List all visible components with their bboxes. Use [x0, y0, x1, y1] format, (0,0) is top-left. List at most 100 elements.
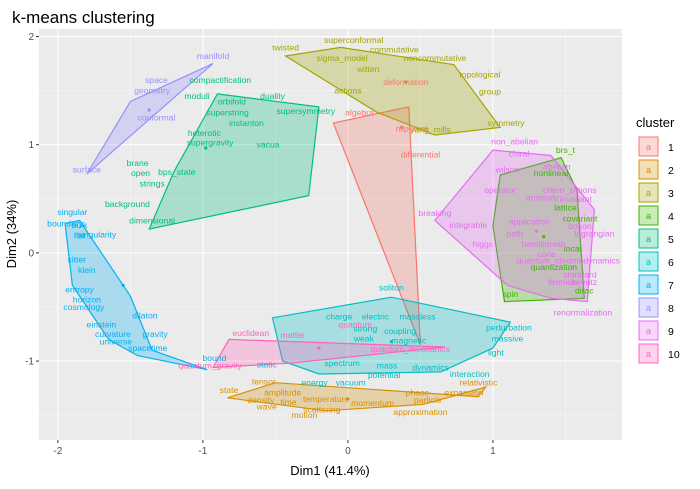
y-tick-label: 0	[28, 248, 34, 259]
point-label: singular	[57, 207, 87, 217]
point-label: orbifold	[218, 96, 246, 106]
point-label: non_abelian	[491, 136, 538, 146]
point-label: wilson	[494, 165, 519, 175]
legend-key-glyph: a	[646, 142, 651, 152]
point-label: singularity	[78, 230, 117, 240]
point-label: lattice	[554, 202, 577, 212]
point-label: einstein	[87, 319, 117, 329]
point-label: amplitude	[264, 387, 301, 397]
point-label: standard	[563, 270, 597, 280]
cluster-center-9	[534, 229, 539, 233]
point-label: superconformal	[324, 35, 383, 45]
point-label: potential	[368, 370, 401, 380]
cluster-centers	[121, 80, 546, 401]
legend-key-glyph: a	[646, 303, 651, 313]
point-label: light	[488, 347, 504, 357]
point-label: path	[506, 228, 523, 238]
point-label: universe	[100, 337, 133, 347]
legend-label: 6	[668, 257, 674, 269]
point-label: cosmology	[63, 302, 105, 312]
y-axis-title: Dim2 (34%)	[4, 200, 19, 269]
grid-minor	[39, 29, 622, 440]
legend-key-10	[638, 343, 659, 364]
point-label: spectrum	[324, 358, 359, 368]
point-label: heterotic	[188, 128, 222, 138]
point-label: nilpotent	[395, 124, 428, 134]
point-label: supergravity	[187, 138, 235, 148]
y-tick-label: 2	[28, 32, 34, 43]
point-label: static	[257, 359, 278, 369]
legend-label: 7	[668, 280, 674, 292]
legend-key-glyph: a	[646, 349, 651, 359]
cluster-center-5	[204, 146, 208, 150]
point-label: abelian	[543, 161, 571, 171]
point-label: twisted	[272, 42, 299, 52]
cluster-center-10	[317, 346, 321, 350]
point-label: superstring	[206, 107, 249, 117]
point-label: strings	[139, 179, 164, 189]
point-label: chern_simons	[543, 185, 597, 195]
point-label: nonlineal	[534, 168, 568, 178]
point-label: breaking	[418, 208, 451, 218]
point-label: particle	[414, 395, 442, 405]
legend-label: 4	[668, 211, 674, 223]
point-label: cone	[537, 249, 556, 259]
legend-key-6	[638, 251, 659, 272]
point-label: vacua	[257, 140, 280, 150]
point-label: deformation	[383, 77, 429, 87]
point-label: bulk	[72, 220, 88, 230]
legend: cluster a 1 a 2 a 3 a 4 a 5 a 6 a 7 a 8 a 9 a 10	[636, 115, 680, 364]
point-label: charge	[326, 312, 352, 322]
legend-key-4	[638, 205, 659, 226]
point-label: matter	[281, 330, 305, 340]
point-label: vacuum	[336, 378, 366, 388]
point-label: time	[280, 397, 296, 407]
x-axis-title: Dim1 (41.4%)	[290, 463, 369, 478]
point-label: noncommutative	[403, 53, 466, 63]
point-label: tensor	[252, 377, 276, 387]
point-label: boson	[568, 221, 592, 231]
plot-panel	[39, 29, 622, 440]
point-label: instanton	[229, 118, 264, 128]
point-label: boundary	[47, 219, 84, 229]
cluster-center-2	[346, 397, 350, 401]
cluster-center-3	[404, 80, 408, 84]
x-tick-label: 1	[490, 446, 496, 457]
point-label: lorentz	[571, 277, 597, 287]
point-label: klein	[78, 265, 96, 275]
cluster-hull-1	[332, 106, 421, 346]
point-label: sitter	[67, 254, 86, 264]
point-label: background	[105, 199, 150, 209]
point-label: strong	[353, 324, 377, 334]
legend-label: 2	[668, 165, 674, 177]
point-label: magnetic	[391, 335, 427, 345]
cluster-hull-9	[434, 149, 596, 303]
cluster-hull-3	[283, 46, 502, 136]
point-label: quantum	[338, 319, 371, 329]
y-tick-label: -1	[25, 357, 34, 368]
point-label: interaction	[450, 369, 490, 379]
legend-key-glyph: a	[646, 326, 651, 336]
point-label: chiral	[509, 148, 530, 158]
point-label: brane	[127, 158, 149, 168]
y-tick-label: 1	[28, 140, 34, 151]
legend-key-glyph: a	[646, 280, 651, 290]
point-label: sigma_model	[317, 53, 368, 63]
point-label: algebra	[345, 107, 374, 117]
point-label: surface	[73, 165, 101, 175]
point-label: expansion	[444, 387, 483, 397]
point-label: topological	[459, 69, 500, 79]
point-label: actions	[334, 86, 361, 96]
cluster-center-6	[389, 339, 394, 344]
point-label: conformal	[138, 113, 176, 123]
point-label: higgs	[473, 239, 494, 249]
point-label: relativistic	[460, 378, 498, 388]
point-label: spacetime	[128, 343, 167, 353]
legend-key-8	[638, 297, 659, 318]
x-tick-label: -2	[53, 446, 62, 457]
point-label: fermion	[548, 277, 577, 287]
legend-label: 10	[668, 349, 680, 361]
cluster-hulls	[64, 46, 596, 412]
legend-key-5	[638, 228, 659, 249]
